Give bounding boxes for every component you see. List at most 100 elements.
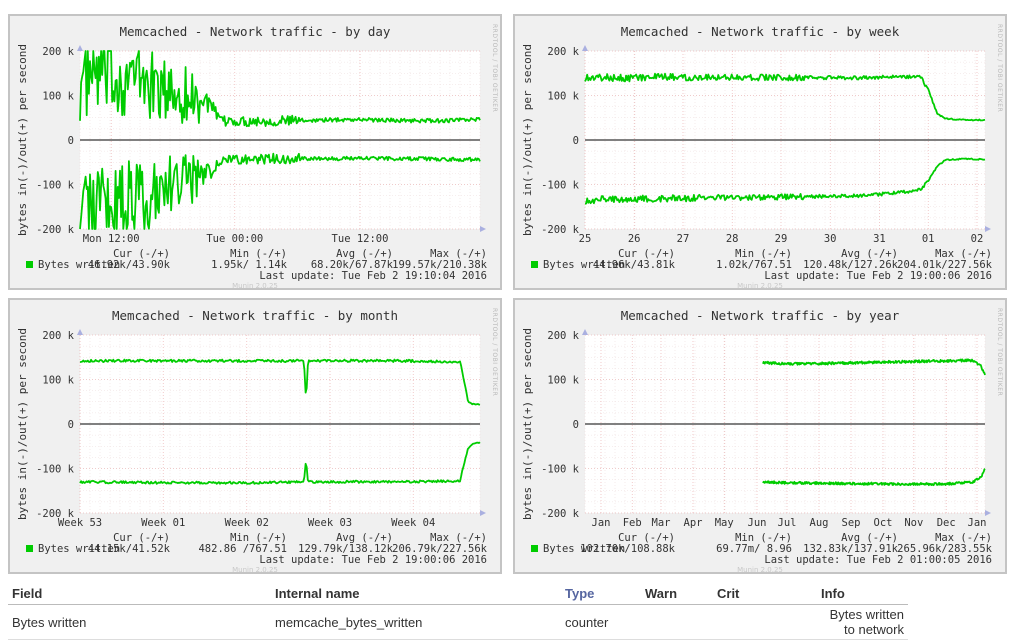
chart-title: Memcached - Network traffic - by month	[112, 308, 398, 323]
graph-month[interactable]: Memcached - Network traffic - by month 20…	[8, 298, 502, 574]
x-tick-label: 25	[579, 233, 592, 245]
rrdtool-credit: RRDTOOL / TOBI OETIKER	[491, 24, 498, 112]
x-tick-label: Dec	[937, 517, 956, 529]
legend-value: 68.20k/67.87k	[311, 259, 394, 271]
x-tick-label: 31	[873, 233, 886, 245]
legend-value: 206.79k/227.56k	[392, 543, 488, 555]
y-tick-label: -100 k	[541, 464, 580, 476]
legend-swatch	[531, 545, 538, 552]
x-tick-label: Tue 00:00	[206, 233, 263, 245]
y-tick-label: -200 k	[541, 508, 580, 520]
table-header-row: Field Internal name Type Warn Crit Info	[8, 583, 908, 605]
legend-header: Cur (-/+)	[113, 248, 170, 260]
y-tick-label: 100 k	[547, 91, 579, 103]
legend-series-name: Bytes written	[543, 259, 625, 271]
y-tick-label: 200 k	[42, 46, 74, 58]
y-axis-arrow	[582, 329, 588, 335]
legend-series-name: Bytes written	[38, 543, 120, 555]
x-tick-label: 28	[726, 233, 739, 245]
cell-info: Bytes written to network	[817, 604, 908, 640]
rrdtool-credit: RRDTOOL / TOBI OETIKER	[996, 308, 1003, 396]
chart-svg: Memcached - Network traffic - by year 200…	[521, 308, 1003, 572]
series-line	[585, 157, 986, 205]
y-tick-label: -200 k	[36, 224, 75, 236]
col-warn: Warn	[641, 583, 713, 605]
legend-value: 1.02k/767.51	[716, 259, 792, 271]
x-tick-label: Oct	[874, 517, 893, 529]
y-tick-label: 0	[68, 135, 74, 147]
last-update-text: Last update: Tue Feb 2 01:00:05 2016	[764, 554, 992, 566]
legend-value: 46.92k/43.90k	[88, 259, 171, 271]
x-tick-label: Jun	[748, 517, 767, 529]
graph-year[interactable]: Memcached - Network traffic - by year 200…	[513, 298, 1007, 574]
munin-version: Munin 2.0.25	[232, 282, 278, 288]
x-tick-label: Jul	[778, 517, 797, 529]
chart-svg: Memcached - Network traffic - by month 20…	[16, 308, 498, 572]
x-tick-label: Week 03	[308, 517, 352, 529]
series-line	[762, 358, 986, 376]
y-tick-label: 100 k	[547, 375, 579, 387]
chart-svg: Memcached - Network traffic - by day 200 …	[16, 24, 498, 288]
series-line	[79, 441, 481, 485]
col-type[interactable]: Type	[561, 583, 641, 605]
x-tick-label: Sep	[842, 517, 861, 529]
y-axis-arrow	[77, 329, 83, 335]
legend-value: 129.79k/138.12k	[298, 543, 394, 555]
y-tick-label: 0	[68, 419, 74, 431]
legend-header: Avg (-/+)	[841, 248, 898, 260]
legend-value: 102.70k/108.88k	[580, 543, 676, 555]
y-axis-label: bytes in(-)/out(+) per second	[521, 328, 534, 520]
chart-title: Memcached - Network traffic - by day	[120, 24, 391, 39]
x-tick-label: Apr	[684, 517, 703, 529]
y-tick-label: -100 k	[541, 180, 580, 192]
series-line	[762, 468, 986, 487]
y-tick-label: -200 k	[36, 508, 75, 520]
legend-header: Avg (-/+)	[336, 248, 393, 260]
x-tick-label: 02	[971, 233, 984, 245]
legend-header: Avg (-/+)	[336, 532, 393, 544]
x-tick-label: Week 53	[58, 517, 102, 529]
legend-header: Min (-/+)	[230, 248, 287, 260]
legend-header: Min (-/+)	[230, 532, 287, 544]
munin-version: Munin 2.0.25	[232, 566, 278, 572]
series-line	[79, 152, 481, 230]
y-tick-label: 100 k	[42, 375, 74, 387]
graph-day[interactable]: Memcached - Network traffic - by day 200 …	[8, 14, 502, 290]
y-axis-label: bytes in(-)/out(+) per second	[16, 328, 29, 520]
legend-header: Max (-/+)	[935, 248, 992, 260]
legend-value: 482.86 /767.51	[198, 543, 287, 555]
legend-header: Min (-/+)	[735, 532, 792, 544]
y-tick-label: 200 k	[42, 330, 74, 342]
x-tick-label: Jan	[968, 517, 987, 529]
x-tick-label: 29	[775, 233, 788, 245]
cell-field: Bytes written	[8, 604, 271, 640]
legend-value: 1.95k/ 1.14k	[211, 259, 288, 271]
x-tick-label: Feb	[623, 517, 642, 529]
munin-version: Munin 2.0.25	[737, 282, 783, 288]
legend-series-name: Bytes written	[543, 543, 625, 555]
legend-header: Max (-/+)	[935, 532, 992, 544]
col-info: Info	[817, 583, 908, 605]
fields-table: Field Internal name Type Warn Crit Info …	[8, 583, 908, 640]
legend-header: Cur (-/+)	[113, 532, 170, 544]
rrdtool-credit: RRDTOOL / TOBI OETIKER	[996, 24, 1003, 112]
legend-header: Max (-/+)	[430, 248, 487, 260]
y-tick-label: 0	[573, 135, 579, 147]
graph-week[interactable]: Memcached - Network traffic - by week 200…	[513, 14, 1007, 290]
chart-title: Memcached - Network traffic - by week	[621, 24, 900, 39]
x-tick-label: Mon 12:00	[83, 233, 140, 245]
legend-value: 69.77m/ 8.96	[716, 543, 792, 555]
legend-swatch	[26, 261, 33, 268]
x-tick-label: 01	[922, 233, 935, 245]
legend-header: Cur (-/+)	[618, 532, 675, 544]
x-tick-label: Nov	[904, 517, 923, 529]
y-axis-label: bytes in(-)/out(+) per second	[16, 44, 29, 236]
series-line	[79, 50, 481, 128]
x-axis-arrow	[985, 510, 991, 516]
last-update-text: Last update: Tue Feb 2 19:10:04 2016	[259, 270, 487, 282]
y-tick-label: 200 k	[547, 46, 579, 58]
legend-header: Cur (-/+)	[618, 248, 675, 260]
y-axis-label: bytes in(-)/out(+) per second	[521, 44, 534, 236]
x-tick-label: Jan	[592, 517, 611, 529]
series-line	[79, 358, 481, 406]
